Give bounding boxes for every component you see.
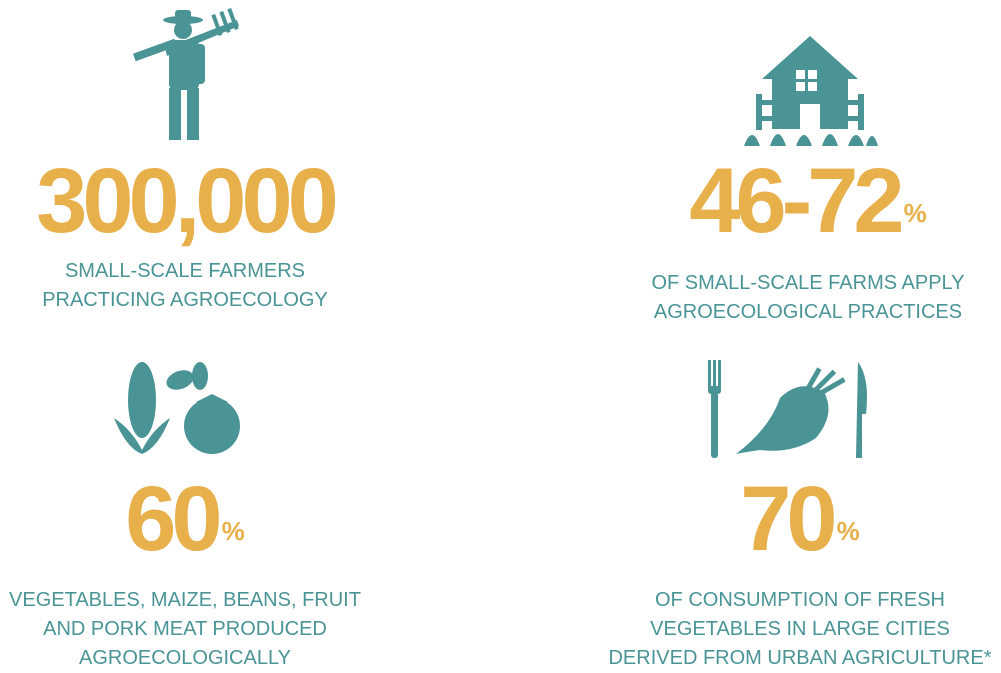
description-line: VEGETABLES, MAIZE, BEANS, FRUIT xyxy=(9,589,361,611)
stat-number: 60 xyxy=(125,468,222,570)
stat-block: 46-72% OF SMALL-SCALE FARMS APPLY AGROEC… xyxy=(600,155,1001,327)
stat-block: 300,000 SMALL-SCALE FARMERS PRACTICING A… xyxy=(0,155,370,315)
stat-number: 300,000 xyxy=(36,150,339,252)
farmer-icon xyxy=(132,8,239,140)
description-line: DERIVED FROM URBAN AGRICULTURE* xyxy=(608,647,992,669)
produce-icon xyxy=(114,362,240,454)
stat-block: 60% VEGETABLES, MAIZE, BEANS, FRUIT AND … xyxy=(0,473,370,673)
stat-block: 70% OF CONSUMPTION OF FRESH VEGETABLES I… xyxy=(590,473,1001,673)
description-line: PRACTICING AGROECOLOGY xyxy=(42,289,328,311)
stat-value: 70% xyxy=(590,473,1001,572)
stat-description: OF SMALL-SCALE FARMS APPLY AGROECOLOGICA… xyxy=(600,269,1001,327)
stat-unit: % xyxy=(836,516,860,546)
stat-description: SMALL-SCALE FARMERS PRACTICING AGROECOLO… xyxy=(0,257,370,315)
description-line: OF CONSUMPTION OF FRESH xyxy=(655,589,945,611)
description-line: OF SMALL-SCALE FARMS APPLY xyxy=(651,272,965,294)
description-line: AGROECOLOGICAL PRACTICES xyxy=(653,301,963,323)
stat-unit: % xyxy=(903,198,927,228)
description-line: AGROECOLOGICALLY xyxy=(79,647,291,669)
description-line: SMALL-SCALE FARMERS xyxy=(64,260,306,282)
stat-value: 300,000 xyxy=(0,155,370,247)
stat-number: 70 xyxy=(740,468,837,570)
food-icon xyxy=(708,360,867,458)
stat-value: 46-72% xyxy=(600,155,1001,254)
description-line: VEGETABLES IN LARGE CITIES xyxy=(650,618,950,640)
stat-unit: % xyxy=(221,516,245,546)
house-icon xyxy=(744,36,878,146)
stat-value: 60% xyxy=(0,473,370,572)
stat-number: 46-72 xyxy=(689,150,904,252)
description-line: AND PORK MEAT PRODUCED xyxy=(43,618,327,640)
